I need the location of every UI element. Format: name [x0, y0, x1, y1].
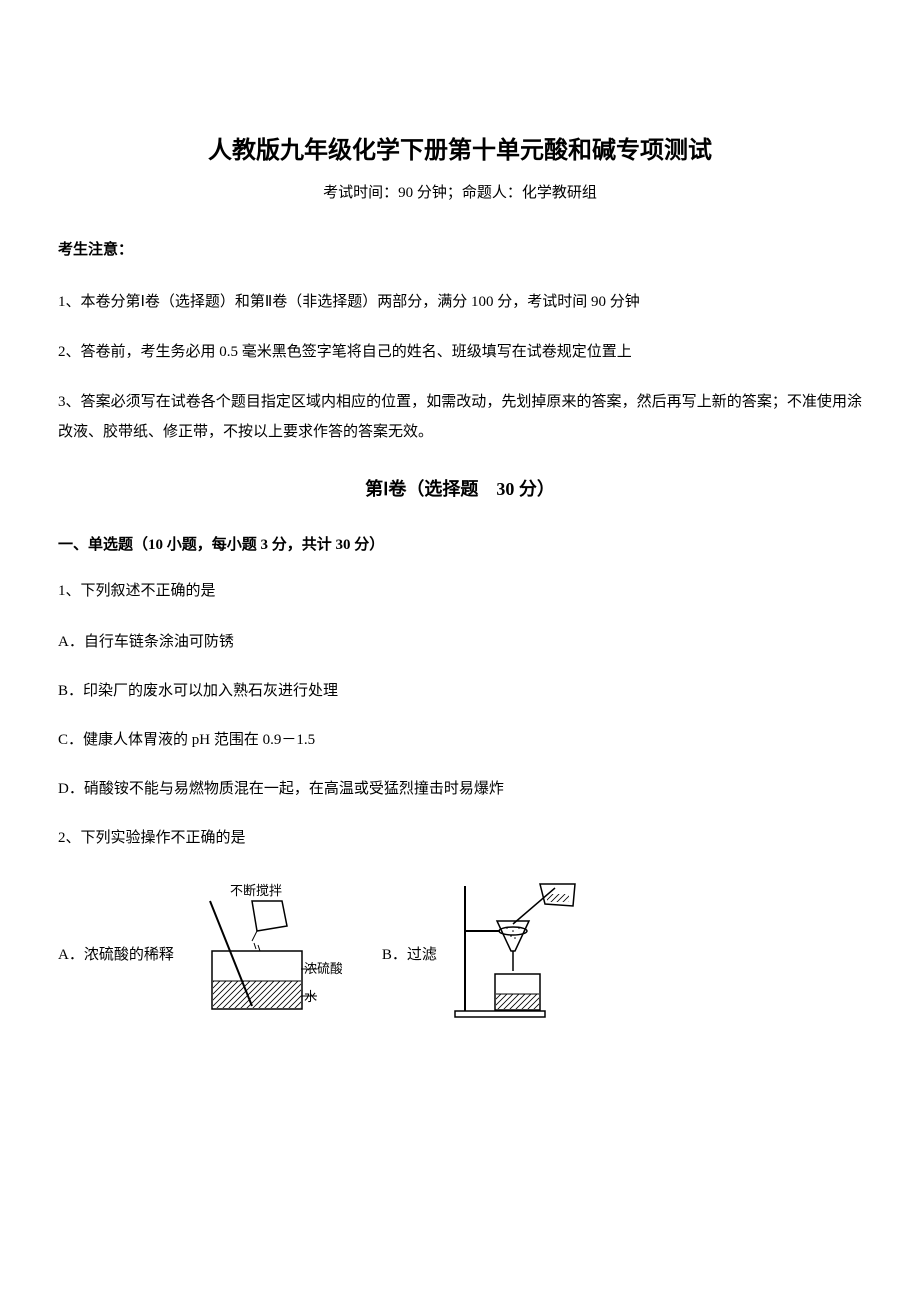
- water-label-text: 水: [304, 989, 317, 1004]
- section-1-header: 第Ⅰ卷（选择题 30 分）: [58, 475, 862, 501]
- question-2-stem: 2、下列实验操作不正确的是: [58, 825, 862, 852]
- question-1-stem: 1、下列叙述不正确的是: [58, 578, 862, 605]
- question-1-option-d: D．硝酸铵不能与易燃物质混在一起，在高温或受猛烈撞击时易爆炸: [58, 776, 862, 803]
- document-subtitle: 考试时间：90 分钟；命题人：化学教研组: [58, 181, 862, 202]
- notice-item-1: 1、本卷分第Ⅰ卷（选择题）和第Ⅱ卷（非选择题）两部分，满分 100 分，考试时间…: [58, 287, 862, 317]
- acid-label-text: 浓硫酸: [304, 961, 342, 976]
- document-title: 人教版九年级化学下册第十单元酸和碱专项测试: [58, 130, 862, 165]
- question-1-option-b: B．印染厂的废水可以加入熟石灰进行处理: [58, 678, 862, 705]
- question-2-option-a-label: A．浓硫酸的稀释: [58, 943, 174, 964]
- question-2-option-b-label: B．过滤: [382, 943, 437, 964]
- question-2-option-b-block: B．过滤: [382, 876, 595, 1031]
- question-2-option-row: A．浓硫酸的稀释: [58, 876, 862, 1031]
- subsection-1-header: 一、单选题（10 小题，每小题 3 分，共计 30 分）: [58, 533, 862, 554]
- question-2-option-a-block: A．浓硫酸的稀释: [58, 881, 342, 1026]
- notice-header: 考生注意：: [58, 238, 862, 259]
- question-1-option-a: A．自行车链条涂油可防锈: [58, 629, 862, 656]
- notice-item-3: 3、答案必须写在试卷各个题目指定区域内相应的位置，如需改动，先划掉原来的答案，然…: [58, 387, 862, 447]
- notice-item-2: 2、答卷前，考生务必用 0.5 毫米黑色签字笔将自己的姓名、班级填写在试卷规定位…: [58, 337, 862, 367]
- question-1-option-c: C．健康人体胃液的 pH 范围在 0.9－1.5: [58, 727, 862, 754]
- filtration-diagram: [445, 876, 595, 1031]
- stir-label-text: 不断搅拌: [230, 883, 282, 898]
- dilution-diagram: 不断搅拌 浓硫酸 水: [182, 881, 342, 1026]
